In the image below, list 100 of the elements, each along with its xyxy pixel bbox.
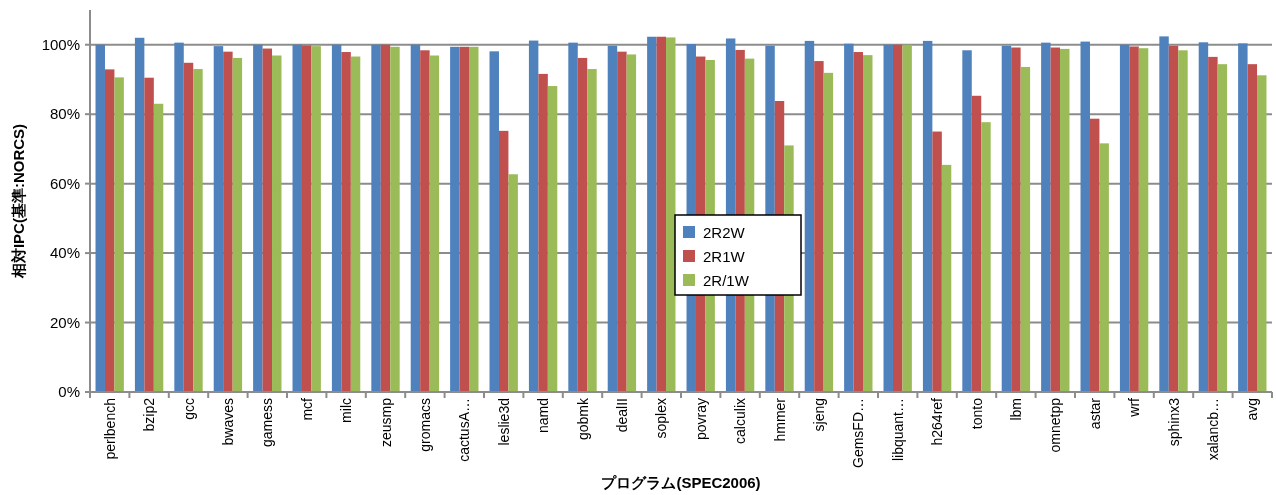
x-tick-label: lbm: [1007, 398, 1024, 421]
bar: [174, 42, 184, 392]
bar: [1099, 143, 1109, 392]
bar: [932, 131, 942, 392]
bar: [1050, 47, 1061, 392]
bar: [301, 45, 312, 392]
bar: [380, 44, 391, 392]
bar: [587, 69, 597, 392]
bar: [253, 44, 263, 392]
legend-label: 2R2W: [703, 224, 746, 241]
bar: [853, 52, 864, 392]
x-tick-label: calculix: [732, 398, 749, 444]
bar: [1041, 42, 1051, 392]
x-tick-label: libquant…: [889, 398, 906, 462]
bar: [183, 62, 194, 392]
bar: [498, 130, 509, 392]
legend-label: 2R1W: [703, 248, 746, 265]
x-tick-label: cactusA…: [456, 398, 473, 462]
bar: [1080, 41, 1090, 392]
x-tick-label: gamess: [259, 398, 276, 448]
bar: [134, 37, 145, 392]
bar: [1217, 64, 1228, 392]
x-tick-label: mcf: [298, 397, 315, 421]
bar: [1011, 47, 1021, 392]
x-tick-label: hmmer: [771, 397, 788, 442]
bar: [420, 50, 430, 392]
bar: [804, 40, 815, 392]
y-tick-label: 80%: [49, 105, 80, 123]
x-tick-label: gcc: [180, 398, 197, 420]
bar: [104, 69, 115, 392]
bar: [311, 46, 321, 392]
x-tick-label: h264ref: [929, 397, 946, 446]
x-tick-label: astar: [1086, 397, 1103, 430]
bar: [844, 43, 854, 392]
bar: [1060, 48, 1070, 392]
bar: [489, 51, 499, 392]
bar: [450, 46, 460, 392]
x-tick-label: bwaves: [219, 398, 236, 446]
bar: [922, 40, 933, 392]
bar: [1208, 56, 1218, 392]
bar: [941, 164, 952, 392]
bar: [883, 44, 893, 392]
bar: [371, 44, 381, 392]
bar: [568, 42, 578, 392]
bar: [95, 44, 105, 392]
bar: [390, 46, 400, 392]
bar: [508, 174, 518, 392]
bar: [1257, 75, 1267, 392]
bar: [863, 55, 873, 392]
x-tick-label: soplex: [653, 398, 670, 439]
bar: [1159, 36, 1169, 392]
x-tick-label: povray: [692, 398, 709, 441]
bar: [232, 57, 243, 392]
bar: [410, 44, 421, 392]
bar: [331, 44, 342, 392]
bar: [223, 51, 233, 392]
x-axis-title: プログラム(SPEC2006): [601, 474, 761, 491]
x-tick-label: GemsFD…: [850, 398, 867, 468]
bar: [626, 54, 637, 392]
y-tick-label: 20%: [49, 313, 80, 331]
bar: [144, 77, 154, 392]
bar: [272, 55, 282, 392]
bar: [647, 36, 657, 392]
bar: [1001, 45, 1012, 392]
x-tick-label: xalancb…: [1204, 398, 1221, 461]
bar: [1198, 42, 1209, 392]
bar: [1119, 44, 1130, 392]
y-tick-label: 40%: [49, 244, 80, 262]
x-tick-label: leslie3d: [495, 398, 512, 446]
x-tick-label: gromacs: [416, 398, 433, 452]
bar: [429, 55, 440, 392]
bar: [153, 103, 164, 392]
bar: [1238, 43, 1248, 392]
x-tick-label: milc: [338, 398, 355, 423]
bar: [469, 46, 479, 392]
x-tick-label: omnetpp: [1047, 397, 1064, 453]
x-tick-label: avg: [1244, 398, 1261, 421]
bar: [577, 57, 588, 392]
x-tick-label: wrf: [1126, 397, 1143, 418]
x-tick-label: dealII: [613, 398, 630, 433]
bar: [823, 72, 834, 392]
bar: [1020, 66, 1031, 392]
x-tick-label: sjeng: [810, 398, 827, 432]
bar: [350, 56, 361, 392]
bar: [962, 50, 972, 392]
bar: [538, 73, 548, 392]
bar: [193, 69, 203, 392]
x-tick-label: tonto: [968, 397, 985, 430]
bar: [528, 40, 539, 392]
x-tick-label: perlbench: [101, 398, 118, 460]
bar: [617, 51, 627, 392]
bar: [656, 36, 667, 392]
bar: [1178, 50, 1188, 392]
bar: [114, 77, 124, 392]
bar: [981, 122, 991, 392]
bar: [459, 46, 470, 392]
x-tick-label: zeusmp: [377, 397, 394, 448]
bar: [814, 61, 824, 392]
x-tick-label: gobmk: [574, 397, 591, 441]
bar: [213, 46, 224, 392]
